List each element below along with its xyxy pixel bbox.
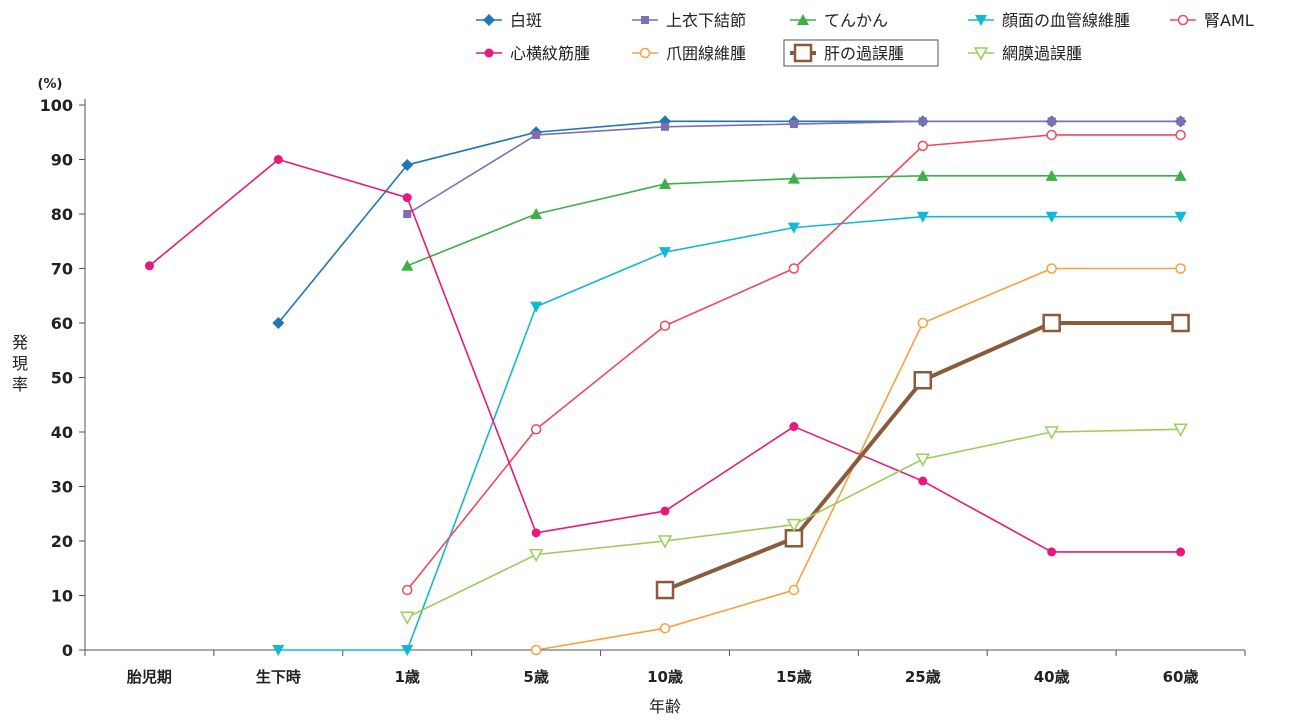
x-tick-label: 生下時	[256, 668, 301, 686]
legend-label: 心横紋筋腫	[510, 44, 590, 63]
y-tick-label: 0	[62, 641, 73, 660]
data-point	[919, 117, 927, 125]
data-point	[145, 261, 154, 270]
data-point	[661, 624, 670, 633]
data-point	[918, 141, 927, 150]
y-tick-label: 60	[51, 314, 73, 333]
legend-item-腎AML: 腎AML	[1170, 11, 1254, 30]
legend-marker	[641, 16, 649, 24]
x-axis-label: 年齢	[649, 697, 681, 716]
legend-label: 網膜過誤腫	[1002, 44, 1082, 63]
legend-label: 顔面の血管線維腫	[1002, 11, 1130, 30]
legend-label: 白斑	[510, 11, 542, 30]
legend-marker	[485, 49, 494, 58]
data-point	[1176, 547, 1185, 556]
data-point	[1047, 547, 1056, 556]
series-上衣下結節	[403, 117, 1184, 218]
y-tick-label: 50	[51, 369, 73, 388]
data-point	[532, 646, 541, 655]
data-point	[789, 264, 798, 273]
data-point	[532, 131, 540, 139]
data-point	[661, 321, 670, 330]
data-point	[1044, 315, 1060, 331]
data-point	[659, 247, 671, 258]
series-line	[407, 176, 1180, 266]
legend-label: 爪囲線維腫	[666, 44, 746, 63]
data-point	[403, 586, 412, 595]
legend: 白斑 上衣下結節 てんかん 顔面の血管線維腫 腎AML 心横紋筋腫 爪囲線維腫 肝の過誤腫 網膜…	[476, 11, 1254, 66]
data-point	[403, 193, 412, 202]
data-point	[1048, 117, 1056, 125]
y-tick-label: 70	[51, 260, 73, 279]
y-tick-label: 30	[51, 478, 73, 497]
data-point	[661, 123, 669, 131]
data-point	[786, 530, 802, 546]
legend-item-肝の過誤腫: 肝の過誤腫	[784, 40, 938, 66]
data-point	[1176, 130, 1185, 139]
x-tick-label: 胎児期	[127, 668, 172, 686]
data-point	[401, 260, 413, 271]
y-axis-label: 発現率	[12, 333, 28, 394]
series-心横紋筋腫	[145, 155, 1185, 556]
x-tick-label: 10歳	[647, 668, 683, 686]
series-layer	[145, 115, 1189, 656]
y-tick-label: 20	[51, 532, 73, 551]
data-point	[532, 425, 541, 434]
y-unit-label: (%)	[38, 77, 63, 92]
data-point	[1176, 264, 1185, 273]
legend-item-網膜過誤腫: 網膜過誤腫	[968, 44, 1082, 63]
data-point	[274, 155, 283, 164]
data-point	[403, 210, 411, 218]
data-point	[401, 612, 413, 623]
x-tick-label: 1歳	[395, 668, 420, 686]
legend-label: 上衣下結節	[666, 11, 746, 30]
data-point	[657, 582, 673, 598]
legend-marker	[483, 14, 495, 26]
legend-marker	[641, 49, 650, 58]
legend-item-てんかん: てんかん	[790, 11, 888, 30]
legend-label: てんかん	[824, 11, 888, 30]
data-point	[530, 550, 542, 561]
data-point	[1047, 264, 1056, 273]
x-tick-label: 60歳	[1163, 668, 1199, 686]
data-point	[1173, 315, 1189, 331]
data-point	[915, 372, 931, 388]
legend-item-白斑: 白斑	[476, 11, 542, 30]
data-point	[530, 302, 542, 313]
legend-marker	[1179, 16, 1188, 25]
x-tick-label: 40歳	[1034, 668, 1070, 686]
y-tick-label: 40	[51, 423, 73, 442]
legend-item-心横紋筋腫: 心横紋筋腫	[476, 44, 590, 63]
data-point	[789, 586, 798, 595]
data-point	[789, 422, 798, 431]
y-tick-label: 90	[51, 151, 73, 170]
legend-label: 肝の過誤腫	[824, 44, 904, 63]
x-tick-label: 25歳	[905, 668, 941, 686]
legend-item-顔面の血管線維腫: 顔面の血管線維腫	[968, 11, 1130, 30]
data-point	[917, 454, 929, 465]
data-point	[790, 120, 798, 128]
series-てんかん	[401, 170, 1186, 271]
data-point	[1177, 117, 1185, 125]
y-tick-label: 10	[51, 587, 73, 606]
x-tick-label: 5歳	[523, 668, 548, 686]
y-tick-label: 100	[40, 96, 73, 115]
x-tick-label: 15歳	[776, 668, 812, 686]
data-point	[532, 528, 541, 537]
series-line	[278, 121, 1180, 323]
legend-item-上衣下結節: 上衣下結節	[632, 11, 746, 30]
series-line	[149, 160, 1180, 552]
legend-item-爪囲線維腫: 爪囲線維腫	[632, 44, 746, 63]
legend-marker	[795, 45, 811, 61]
y-tick-label: 80	[51, 205, 73, 224]
legend-label: 腎AML	[1204, 11, 1254, 30]
data-point	[1047, 130, 1056, 139]
data-point	[661, 507, 670, 516]
data-point	[918, 477, 927, 486]
data-point	[918, 319, 927, 328]
